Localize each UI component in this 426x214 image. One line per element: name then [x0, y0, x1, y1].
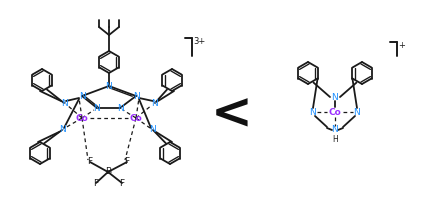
Text: +: +	[399, 40, 406, 49]
Text: Co: Co	[328, 107, 341, 116]
Text: N: N	[94, 104, 101, 113]
Text: N: N	[132, 92, 139, 101]
Text: H: H	[332, 135, 338, 144]
Text: N: N	[60, 98, 67, 107]
Text: N: N	[106, 82, 112, 91]
Text: N: N	[331, 92, 338, 101]
Text: 3+: 3+	[193, 37, 205, 46]
Text: N: N	[117, 104, 124, 113]
Text: Co: Co	[130, 113, 142, 122]
Text: N: N	[354, 107, 360, 116]
Text: F: F	[124, 158, 130, 166]
Text: N: N	[59, 125, 65, 135]
Text: F: F	[93, 178, 98, 187]
Text: N: N	[79, 92, 85, 101]
Text: B: B	[105, 168, 111, 177]
Text: N: N	[331, 125, 338, 135]
Text: N: N	[310, 107, 317, 116]
Text: N: N	[152, 98, 158, 107]
Text: Co: Co	[76, 113, 88, 122]
Text: <: <	[211, 90, 253, 138]
Text: N: N	[150, 125, 156, 135]
Text: F: F	[87, 158, 92, 166]
Text: F: F	[119, 178, 124, 187]
